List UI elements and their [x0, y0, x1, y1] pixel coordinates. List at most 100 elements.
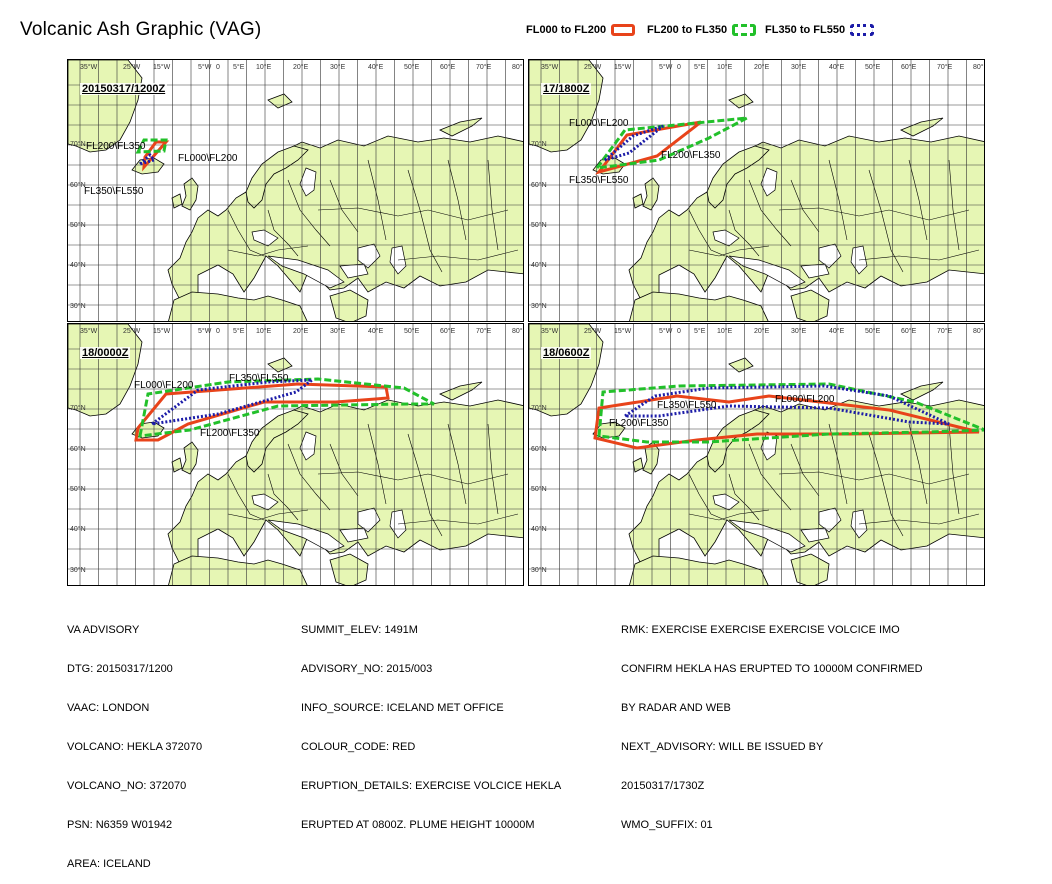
- legend-swatch-blue: [850, 24, 875, 36]
- sea: [357, 243, 381, 269]
- longitude-label: 5°E: [233, 327, 245, 335]
- longitude-label: 5°E: [233, 63, 245, 71]
- landmass: [439, 381, 483, 401]
- longitude-label: 5°W: [198, 327, 212, 335]
- plume-label: FL350\FL550: [84, 186, 144, 197]
- latitude-label: 30°N: [531, 302, 547, 310]
- longitude-label: 5°W: [659, 327, 673, 335]
- longitude-label: 80°E: [512, 63, 524, 71]
- legend-fl350-fl550: FL350 to FL550: [765, 24, 875, 36]
- landmass: [245, 145, 309, 209]
- landmass: [790, 553, 830, 585]
- legend-label: FL200 to FL350: [647, 24, 728, 36]
- longitude-label: 70°E: [476, 63, 492, 71]
- landmass: [168, 291, 308, 321]
- longitude-label: 20°E: [754, 327, 770, 335]
- country-border: [227, 245, 309, 257]
- latitude-label: 40°N: [70, 261, 86, 269]
- longitude-label: 10°E: [256, 327, 272, 335]
- country-border: [828, 159, 848, 241]
- plume-label: FL000\FL200: [775, 394, 835, 405]
- longitude-label: 60°E: [901, 327, 917, 335]
- panel-time: 18/0000Z: [80, 347, 131, 359]
- landmass: [632, 193, 644, 209]
- latitude-label: 60°N: [531, 445, 547, 453]
- advisory-line: VOLCANO_NO: 372070: [67, 780, 187, 792]
- advisory-line: ADVISORY_NO: 2015/003: [301, 663, 433, 675]
- landmass: [706, 145, 770, 209]
- landmass: [629, 291, 769, 321]
- landmass: [329, 289, 369, 321]
- country-border: [407, 169, 443, 273]
- longitude-label: 30°E: [330, 327, 346, 335]
- latitude-label: 40°N: [531, 261, 547, 269]
- longitude-label: 35°W: [80, 327, 98, 335]
- landmass: [728, 93, 754, 109]
- sea: [800, 527, 830, 543]
- legend-label: FL000 to FL200: [526, 24, 607, 36]
- country-border: [728, 209, 760, 257]
- tick-labels: 35°W 25°W 15°W 5°W 0 5°E 10°E 20°E 30°E 40°E 50°E 6…: [70, 327, 523, 574]
- plume-label: FL200\FL350: [609, 418, 669, 429]
- country-border: [868, 433, 904, 537]
- country-border: [227, 473, 265, 521]
- country-border: [948, 423, 960, 515]
- latitude-label: 50°N: [70, 485, 86, 493]
- plume-label: FL350\FL550: [569, 175, 629, 186]
- longitude-label: 5°E: [694, 63, 706, 71]
- longitude-label: 25°W: [123, 63, 141, 71]
- latitude-label: 60°N: [70, 445, 86, 453]
- legend-label: FL350 to FL550: [765, 24, 846, 36]
- advisory-line: ERUPTION_DETAILS: EXERCISE VOLCICE HEKLA: [301, 780, 562, 792]
- longitude-label: 15°W: [153, 327, 171, 335]
- page-title: Volcanic Ash Graphic (VAG): [20, 19, 262, 40]
- tick-labels: 35°W 25°W 15°W 5°W 0 5°E 10°E 20°E 30°E 40°E 50°E 6…: [531, 63, 984, 310]
- longitude-label: 50°E: [865, 63, 881, 71]
- panel-time: 18/0600Z: [541, 347, 592, 359]
- sea: [339, 263, 369, 279]
- landmass: [171, 457, 183, 473]
- sea: [800, 263, 830, 279]
- country-border: [688, 509, 770, 521]
- longitude-label: 70°E: [937, 327, 953, 335]
- country-border: [367, 423, 387, 505]
- ash-plume-layer: FL350\FL550 FL000\FL200 FL200\FL350: [593, 382, 984, 450]
- plume-label: FL200\FL350: [661, 150, 721, 161]
- country-border: [407, 433, 443, 537]
- longitude-label: 40°E: [368, 327, 384, 335]
- country-border: [748, 443, 792, 511]
- landmass: [529, 60, 604, 153]
- longitude-label: 50°E: [404, 327, 420, 335]
- graticule: [68, 60, 523, 321]
- landmass: [629, 555, 769, 585]
- longitude-label: 35°W: [541, 63, 559, 71]
- advisory-line: NEXT_ADVISORY: WILL BE ISSUED BY: [621, 741, 824, 753]
- sea: [818, 243, 842, 269]
- longitude-label: 25°W: [584, 327, 602, 335]
- landmass: [790, 289, 830, 321]
- longitude-label: 30°E: [330, 63, 346, 71]
- country-border: [728, 473, 760, 521]
- country-border: [287, 443, 331, 511]
- landmass: [900, 117, 944, 137]
- latitude-label: 60°N: [70, 181, 86, 189]
- longitude-label: 15°W: [614, 63, 632, 71]
- longitude-label: 60°E: [440, 327, 456, 335]
- country-border: [227, 209, 265, 257]
- graticule: [529, 60, 984, 321]
- country-border: [908, 423, 928, 505]
- legend-swatch-red: [611, 24, 636, 36]
- longitude-label: 70°E: [476, 327, 492, 335]
- plume-fl200-fl350: [135, 138, 168, 154]
- plume-fl200-fl350: [597, 382, 984, 444]
- country-border: [790, 443, 820, 497]
- tick-labels: 35°W 25°W 15°W 5°W 0 5°E 10°E 20°E 30°E 40°E 50°E 6…: [531, 327, 984, 574]
- advisory-line: WMO_SUFFIX: 01: [621, 819, 713, 831]
- latitude-label: 70°N: [70, 404, 86, 412]
- country-border: [948, 159, 960, 251]
- advisory-col-2: SUMMIT_ELEV: 1491M ADVISORY_NO: 2015/003…: [301, 598, 561, 845]
- latitude-label: 30°N: [531, 566, 547, 574]
- longitude-label: 35°W: [80, 63, 98, 71]
- advisory-line: DTG: 20150317/1200: [67, 663, 173, 675]
- country-border: [828, 423, 848, 505]
